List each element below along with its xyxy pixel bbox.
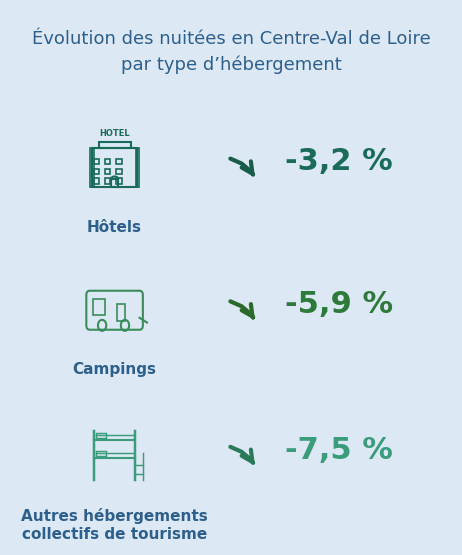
Bar bbox=[105, 178, 110, 184]
Bar bbox=[94, 178, 99, 184]
Bar bbox=[98, 142, 131, 148]
Bar bbox=[94, 169, 99, 174]
Text: Campings: Campings bbox=[73, 362, 157, 377]
Text: Évolution des nuitées en Centre-Val de Loire
par type d’hébergement: Évolution des nuitées en Centre-Val de L… bbox=[31, 30, 431, 74]
Bar bbox=[105, 159, 110, 164]
Text: -7,5 %: -7,5 % bbox=[285, 436, 393, 465]
Bar bbox=[117, 305, 125, 321]
Bar bbox=[96, 451, 106, 456]
Bar bbox=[116, 178, 122, 184]
Bar bbox=[93, 299, 104, 315]
Bar bbox=[116, 159, 122, 164]
Bar bbox=[94, 159, 99, 164]
Text: Hôtels: Hôtels bbox=[87, 220, 142, 235]
Bar bbox=[96, 433, 106, 438]
Bar bbox=[135, 148, 140, 186]
Bar bbox=[111, 179, 118, 186]
Bar bbox=[92, 148, 138, 186]
Text: Autres hébergements
collectifs de tourisme: Autres hébergements collectifs de touris… bbox=[21, 508, 208, 542]
Text: -5,9 %: -5,9 % bbox=[285, 290, 393, 319]
Bar bbox=[105, 169, 110, 174]
Text: -3,2 %: -3,2 % bbox=[285, 148, 393, 176]
Bar bbox=[90, 148, 94, 186]
Bar bbox=[116, 169, 122, 174]
Text: HOTEL: HOTEL bbox=[99, 129, 130, 138]
